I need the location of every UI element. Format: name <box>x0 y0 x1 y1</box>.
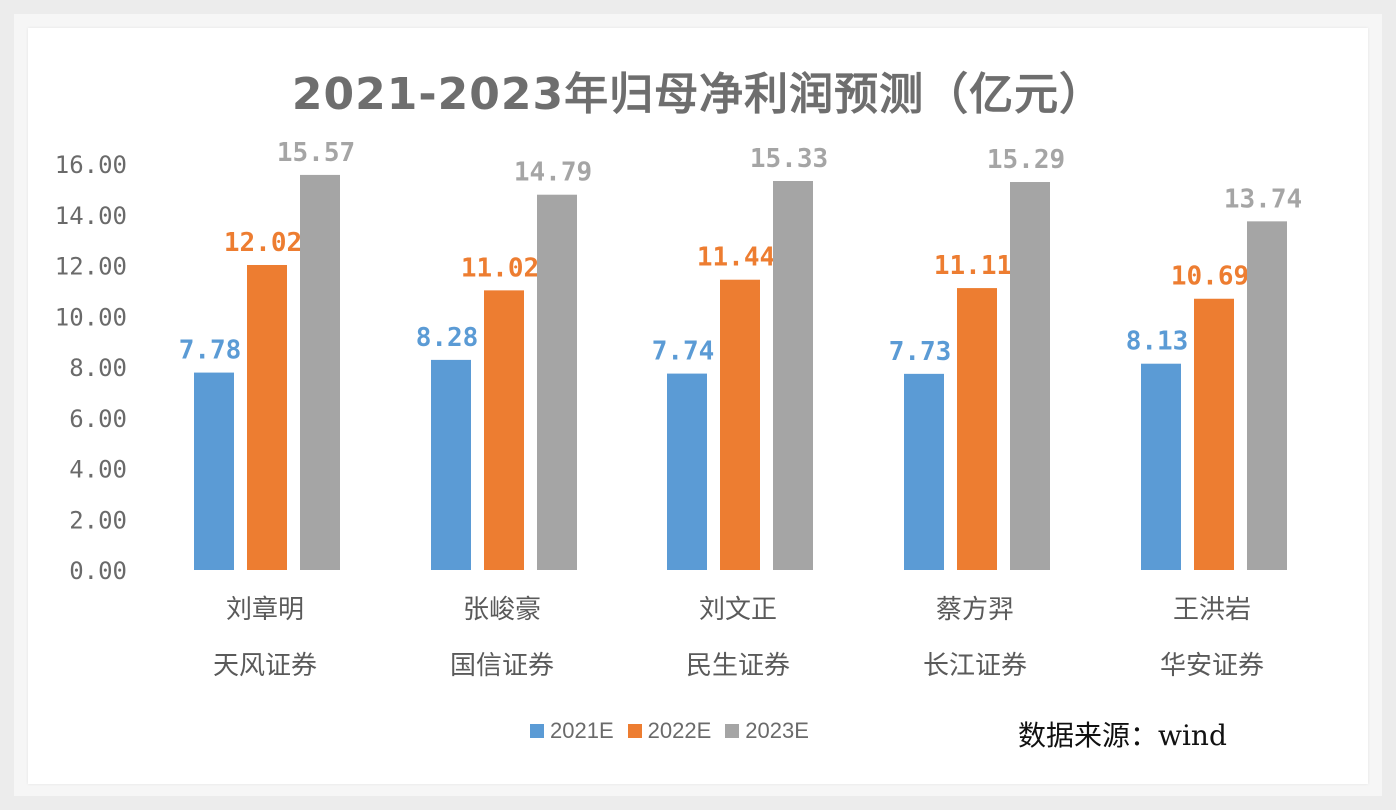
chart-title: 2021-2023年归母净利润预测（亿元） <box>291 69 1105 120</box>
category-label-line2: 长江证券 <box>923 651 1027 681</box>
y-tick-label: 0.00 <box>69 557 127 585</box>
y-tick-label: 4.00 <box>69 456 127 484</box>
category-label-line2: 民生证券 <box>686 651 790 681</box>
data-label-2022e-1: 11.02 <box>461 253 539 283</box>
y-tick-label: 14.00 <box>55 202 127 230</box>
y-tick-label: 8.00 <box>69 354 127 382</box>
data-label-2021e-3: 7.73 <box>889 337 952 367</box>
chart-legend: 2021E 2022E 2023E <box>530 718 823 744</box>
bar-2023e-2 <box>773 181 813 570</box>
data-label-2023e-3: 15.29 <box>987 145 1065 175</box>
legend-swatch-2023e <box>725 724 740 738</box>
category-label-line1: 蔡方羿 <box>936 595 1014 625</box>
legend-item-2021e: 2021E <box>530 718 614 744</box>
bar-2023e-3 <box>1010 182 1050 571</box>
category-label-line1: 王洪岩 <box>1173 595 1251 625</box>
bar-2021e-3 <box>904 373 944 570</box>
category-label-line2: 天风证券 <box>213 651 317 681</box>
y-tick-label: 10.00 <box>55 303 127 331</box>
y-tick-label: 6.00 <box>69 405 127 433</box>
legend-item-2023e: 2023E <box>725 718 809 744</box>
bar-2022e-4 <box>1194 298 1234 570</box>
category-label-line2: 国信证券 <box>450 651 554 681</box>
bar-2022e-0 <box>247 264 287 570</box>
legend-label-2021e: 2021E <box>550 718 614 743</box>
data-label-2021e-4: 8.13 <box>1126 327 1189 357</box>
data-label-2021e-1: 8.28 <box>416 323 479 353</box>
legend-label-2022e: 2022E <box>647 718 712 743</box>
data-label-2022e-3: 11.11 <box>934 251 1012 281</box>
y-tick-label: 2.00 <box>69 506 127 534</box>
bar-2023e-4 <box>1247 221 1287 570</box>
category-label-line1: 张峻豪 <box>463 595 541 625</box>
bar-2021e-4 <box>1141 363 1181 570</box>
data-label-2023e-4: 13.74 <box>1224 184 1302 214</box>
bar-2021e-1 <box>431 359 471 570</box>
bar-2022e-3 <box>957 288 997 570</box>
data-label-2022e-0: 12.02 <box>224 228 302 258</box>
category-label-line1: 刘章明 <box>226 595 304 625</box>
y-tick-label: 16.00 <box>55 151 127 179</box>
data-label-2021e-0: 7.78 <box>179 336 242 366</box>
bar-2022e-1 <box>484 290 524 570</box>
data-label-2022e-2: 11.44 <box>697 243 775 273</box>
legend-label-2023e: 2023E <box>745 718 809 743</box>
data-label-2023e-0: 15.57 <box>277 138 355 168</box>
legend-item-2022e: 2022E <box>627 718 712 744</box>
bar-2021e-2 <box>667 373 707 570</box>
category-label-line2: 华安证券 <box>1160 651 1264 681</box>
y-tick-label: 12.00 <box>55 253 127 281</box>
bar-2023e-1 <box>537 194 577 571</box>
legend-swatch-2021e <box>530 724 544 738</box>
bar-2021e-0 <box>194 372 234 570</box>
data-label-2023e-2: 15.33 <box>750 144 828 174</box>
bar-2023e-0 <box>300 174 340 570</box>
bar-2022e-2 <box>720 279 760 570</box>
data-label-2022e-4: 10.69 <box>1171 262 1249 292</box>
category-label-line1: 刘文正 <box>699 595 777 625</box>
data-label-2023e-1: 14.79 <box>514 158 592 188</box>
data-label-2021e-2: 7.74 <box>652 337 715 367</box>
legend-swatch-2022e <box>627 724 642 738</box>
source-note: 数据来源：wind <box>1018 719 1227 752</box>
